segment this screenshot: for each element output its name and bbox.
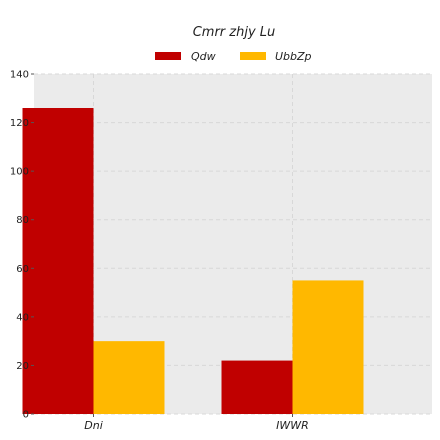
x-axis: Dni IWWR — [84, 414, 309, 432]
y-axis: 0 20 40 60 80 100 120 140 — [10, 70, 34, 421]
bar-UbbZp-IWWR — [292, 280, 364, 414]
legend: Qdw UbbZp — [155, 50, 312, 63]
legend-label-Qdw: Qdw — [191, 50, 216, 63]
y-tick-label-3: 60 — [16, 264, 29, 275]
y-tick-label-2: 40 — [16, 312, 29, 323]
legend-swatch-Qdw — [155, 52, 181, 60]
bar-Qdw-Dni — [22, 108, 94, 414]
y-tick-label-0: 0 — [23, 410, 29, 421]
y-tick-label-1: 20 — [16, 361, 29, 372]
bar-UbbZp-Dni — [93, 341, 165, 414]
legend-label-UbbZp: UbbZp — [275, 50, 312, 63]
bars — [22, 108, 364, 414]
x-tick-label-0: Dni — [84, 419, 103, 432]
y-tick-label-5: 100 — [10, 167, 29, 178]
legend-swatch-UbbZp — [240, 52, 266, 60]
y-tick-label-7: 140 — [10, 70, 29, 81]
bar-Qdw-IWWR — [221, 360, 293, 414]
chart-title: Cmrr zhjy Lu — [193, 25, 276, 40]
y-tick-label-4: 80 — [16, 215, 29, 226]
y-tick-label-6: 120 — [10, 118, 29, 129]
x-tick-label-1: IWWR — [276, 419, 309, 432]
